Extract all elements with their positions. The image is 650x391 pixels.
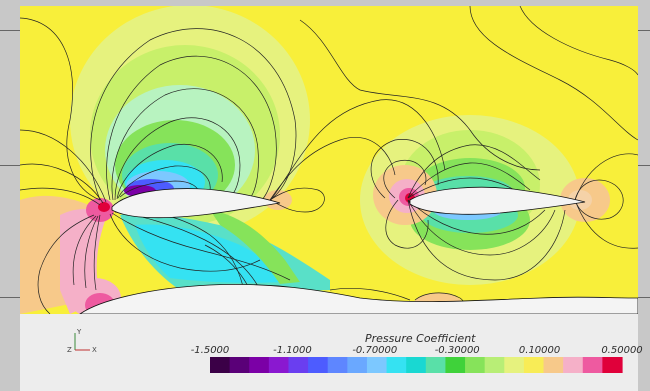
colorbar-tick-label: 0.50000 — [601, 345, 642, 356]
colorbar-band — [288, 357, 309, 373]
colorbar-band — [602, 357, 623, 373]
colorbar-band — [229, 357, 250, 373]
colorbar-band — [425, 357, 447, 373]
contour-field — [20, 6, 638, 314]
colorbar-tick-label: -1.5000 — [191, 345, 230, 356]
colorbar-tick-label: -0.70000 — [352, 345, 397, 356]
orientation-axes: Y X Z — [67, 328, 97, 354]
colorbar — [210, 357, 623, 373]
colorbar-band — [347, 357, 368, 373]
axis-y-label: Y — [76, 328, 82, 336]
axis-z-label: Z — [67, 346, 72, 354]
legend-panel — [20, 314, 638, 391]
colorbar-band — [327, 357, 348, 373]
upper-airfoil — [111, 188, 281, 219]
colorbar-band — [406, 357, 427, 373]
colorbar-tick-label: -0.30000 — [435, 345, 480, 356]
colorbar-band — [386, 357, 407, 373]
colorbar-band — [484, 357, 505, 373]
rear-airfoil — [409, 186, 586, 215]
colorbar-band — [543, 357, 564, 373]
axis-x-label: X — [92, 346, 97, 354]
colorbar-title: Pressure Coefficient — [365, 332, 476, 345]
colorbar-band — [563, 357, 584, 373]
colorbar-tick-labels: -1.5000 -1.1000 -0.70000 -0.30000 0.10000 0.5… — [191, 345, 643, 356]
colorbar-band — [308, 357, 329, 373]
colorbar-band — [504, 357, 525, 373]
colorbar-tick-label: 0.10000 — [519, 345, 560, 356]
lower-body — [79, 283, 638, 314]
colorbar-band — [268, 357, 290, 373]
colorbar-band — [210, 357, 231, 373]
colorbar-band — [523, 357, 545, 373]
colorbar-tick-label: -1.1000 — [273, 345, 312, 356]
colorbar-band — [249, 357, 270, 373]
colorbar-band — [366, 357, 388, 373]
isolines — [20, 6, 638, 314]
colorbar-band — [465, 357, 486, 373]
colorbar-band — [445, 357, 466, 373]
colorbar-band — [582, 357, 603, 373]
